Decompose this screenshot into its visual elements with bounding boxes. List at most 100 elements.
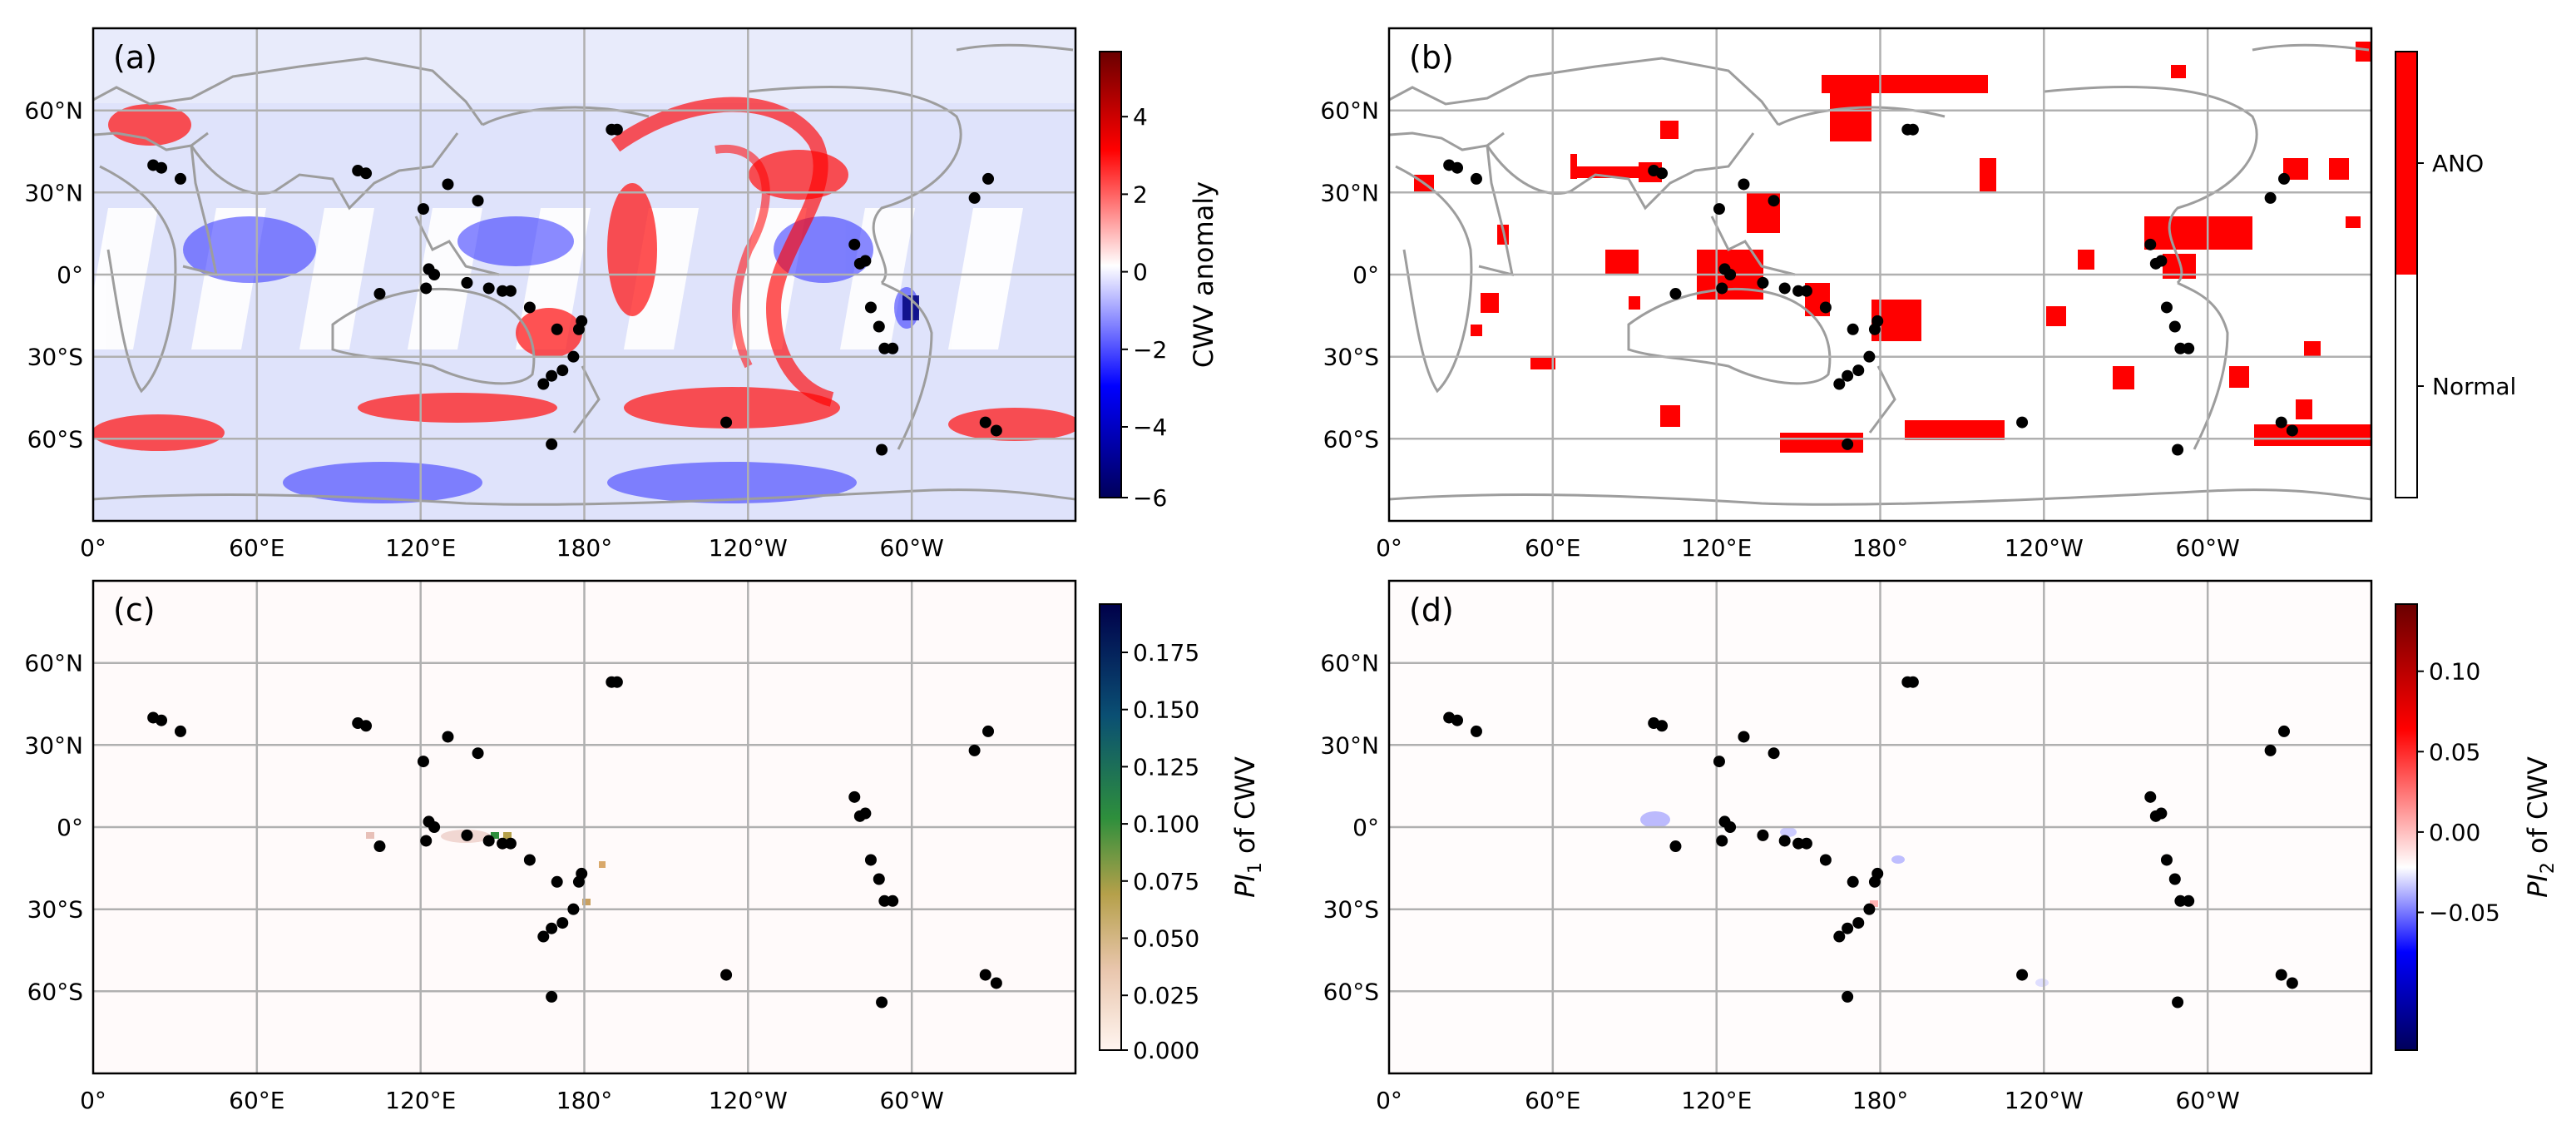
event-marker [537, 378, 550, 390]
event-marker [360, 167, 373, 180]
event-marker [2144, 790, 2157, 803]
event-marker [1738, 731, 1750, 743]
x-tick-label: 60°E [1525, 534, 1580, 562]
colorbar-tick-label: −0.05 [2429, 900, 2500, 927]
x-tick-labels: 0° 60°E 120°E 180° 120°W 60°W [80, 534, 944, 562]
event-marker [979, 416, 991, 429]
event-marker [2183, 342, 2195, 354]
colorbar-category-label: Normal [2432, 373, 2516, 400]
y-tick-labels: 60°N 30°N 0° 30°S 60°S [1320, 650, 1379, 1006]
colorbar-tick-label: 0.175 [1133, 639, 1199, 667]
colorbar-tick-label: 0.100 [1133, 810, 1199, 838]
event-marker [546, 922, 558, 934]
plot-frame [1387, 579, 2373, 1075]
event-marker [428, 269, 441, 280]
colorbar-tick-label: 0.150 [1133, 696, 1199, 724]
event-marker [1713, 756, 1725, 768]
event-marker [1451, 161, 1464, 174]
colorbar-tick-label: 0.025 [1133, 982, 1199, 1009]
y-tick-label: 60°S [27, 978, 83, 1005]
event-marker [420, 835, 433, 847]
y-tick-label: 30°N [1320, 731, 1379, 759]
x-tick-labels: 0° 60°E 120°E 180° 120°W 60°W [1376, 534, 2240, 562]
event-marker [417, 203, 429, 216]
colorbar-tick-label: 0 [1133, 259, 1148, 286]
event-marker [523, 854, 536, 866]
x-tick-label: 0° [1376, 534, 1402, 562]
event-marker [576, 867, 588, 880]
x-tick-label: 60°E [1525, 1087, 1580, 1114]
colorbar-normal-swatch [2396, 275, 2417, 498]
event-marker [968, 191, 981, 204]
event-marker [878, 895, 891, 907]
event-marker [1757, 829, 1769, 841]
event-marker [567, 350, 580, 363]
event-marker [611, 676, 623, 688]
event-marker [546, 369, 558, 382]
event-marker [2174, 342, 2187, 354]
event-marker [2275, 416, 2287, 429]
event-markers [147, 123, 1002, 456]
x-tick-label: 60°W [880, 534, 944, 562]
event-marker [442, 178, 454, 191]
event-marker [497, 285, 509, 297]
event-marker [982, 172, 995, 185]
event-marker [1778, 282, 1791, 295]
event-marker [864, 301, 877, 314]
y-tick-label: 60°N [1320, 97, 1379, 125]
gridlines [1389, 28, 2371, 521]
x-tick-label: 0° [1376, 1087, 1402, 1114]
event-marker [1871, 315, 1884, 327]
event-marker [567, 903, 580, 915]
event-marker [876, 444, 888, 456]
y-tick-label: 60°N [24, 650, 83, 677]
event-marker [461, 276, 473, 289]
event-marker [2264, 191, 2277, 204]
event-marker [1713, 203, 1725, 216]
colorbar-category-label: ANO [2432, 150, 2484, 177]
colorbar-tick-label: 0.00 [2429, 819, 2480, 846]
y-tick-label: 30°S [27, 344, 83, 371]
event-marker [1842, 922, 1854, 934]
event-marker [497, 837, 509, 850]
event-marker [1656, 720, 1669, 732]
y-tick-label: 30°S [27, 896, 83, 924]
event-marker [1768, 195, 1780, 207]
gridlines [93, 581, 1075, 1073]
colorbar-tick-label: 0.125 [1133, 753, 1199, 781]
event-marker [859, 807, 872, 820]
event-marker [2174, 895, 2187, 907]
plot-frame [1387, 27, 2373, 523]
colorbar-ano-swatch [2396, 52, 2417, 275]
event-marker [556, 917, 569, 929]
panel-b: (b) 60°N 30°N 0° 30°S 60°S 0° 60°E 120°E… [1320, 27, 2516, 562]
event-marker [1906, 676, 1919, 688]
event-marker [1792, 837, 1805, 850]
event-marker [720, 969, 733, 981]
event-marker [1451, 714, 1464, 726]
colorbar-tick-label: 0.10 [2429, 658, 2480, 686]
y-tick-label: 30°N [24, 731, 83, 759]
event-marker [1871, 867, 1884, 880]
y-tick-label: 0° [57, 814, 83, 841]
event-marker [2160, 854, 2173, 866]
event-marker [546, 438, 558, 450]
x-tick-label: 60°W [2176, 534, 2240, 562]
y-tick-label: 60°S [1323, 978, 1379, 1005]
event-marker [848, 238, 861, 250]
event-markers [1443, 676, 2298, 1009]
event-marker [472, 195, 484, 207]
event-marker [887, 895, 899, 907]
colorbar-c: 0.175 0.150 0.125 0.100 0.075 0.050 0.02… [1099, 603, 1266, 1064]
event-marker [576, 315, 588, 327]
event-marker [968, 744, 981, 756]
x-tick-label: 120°W [709, 534, 788, 562]
event-marker [979, 969, 991, 981]
event-marker [859, 255, 872, 267]
event-marker [720, 416, 733, 429]
event-marker [1852, 364, 1865, 377]
colorbar-tick-label: 0.075 [1133, 868, 1199, 895]
event-marker [982, 725, 995, 737]
event-marker [1833, 930, 1846, 943]
